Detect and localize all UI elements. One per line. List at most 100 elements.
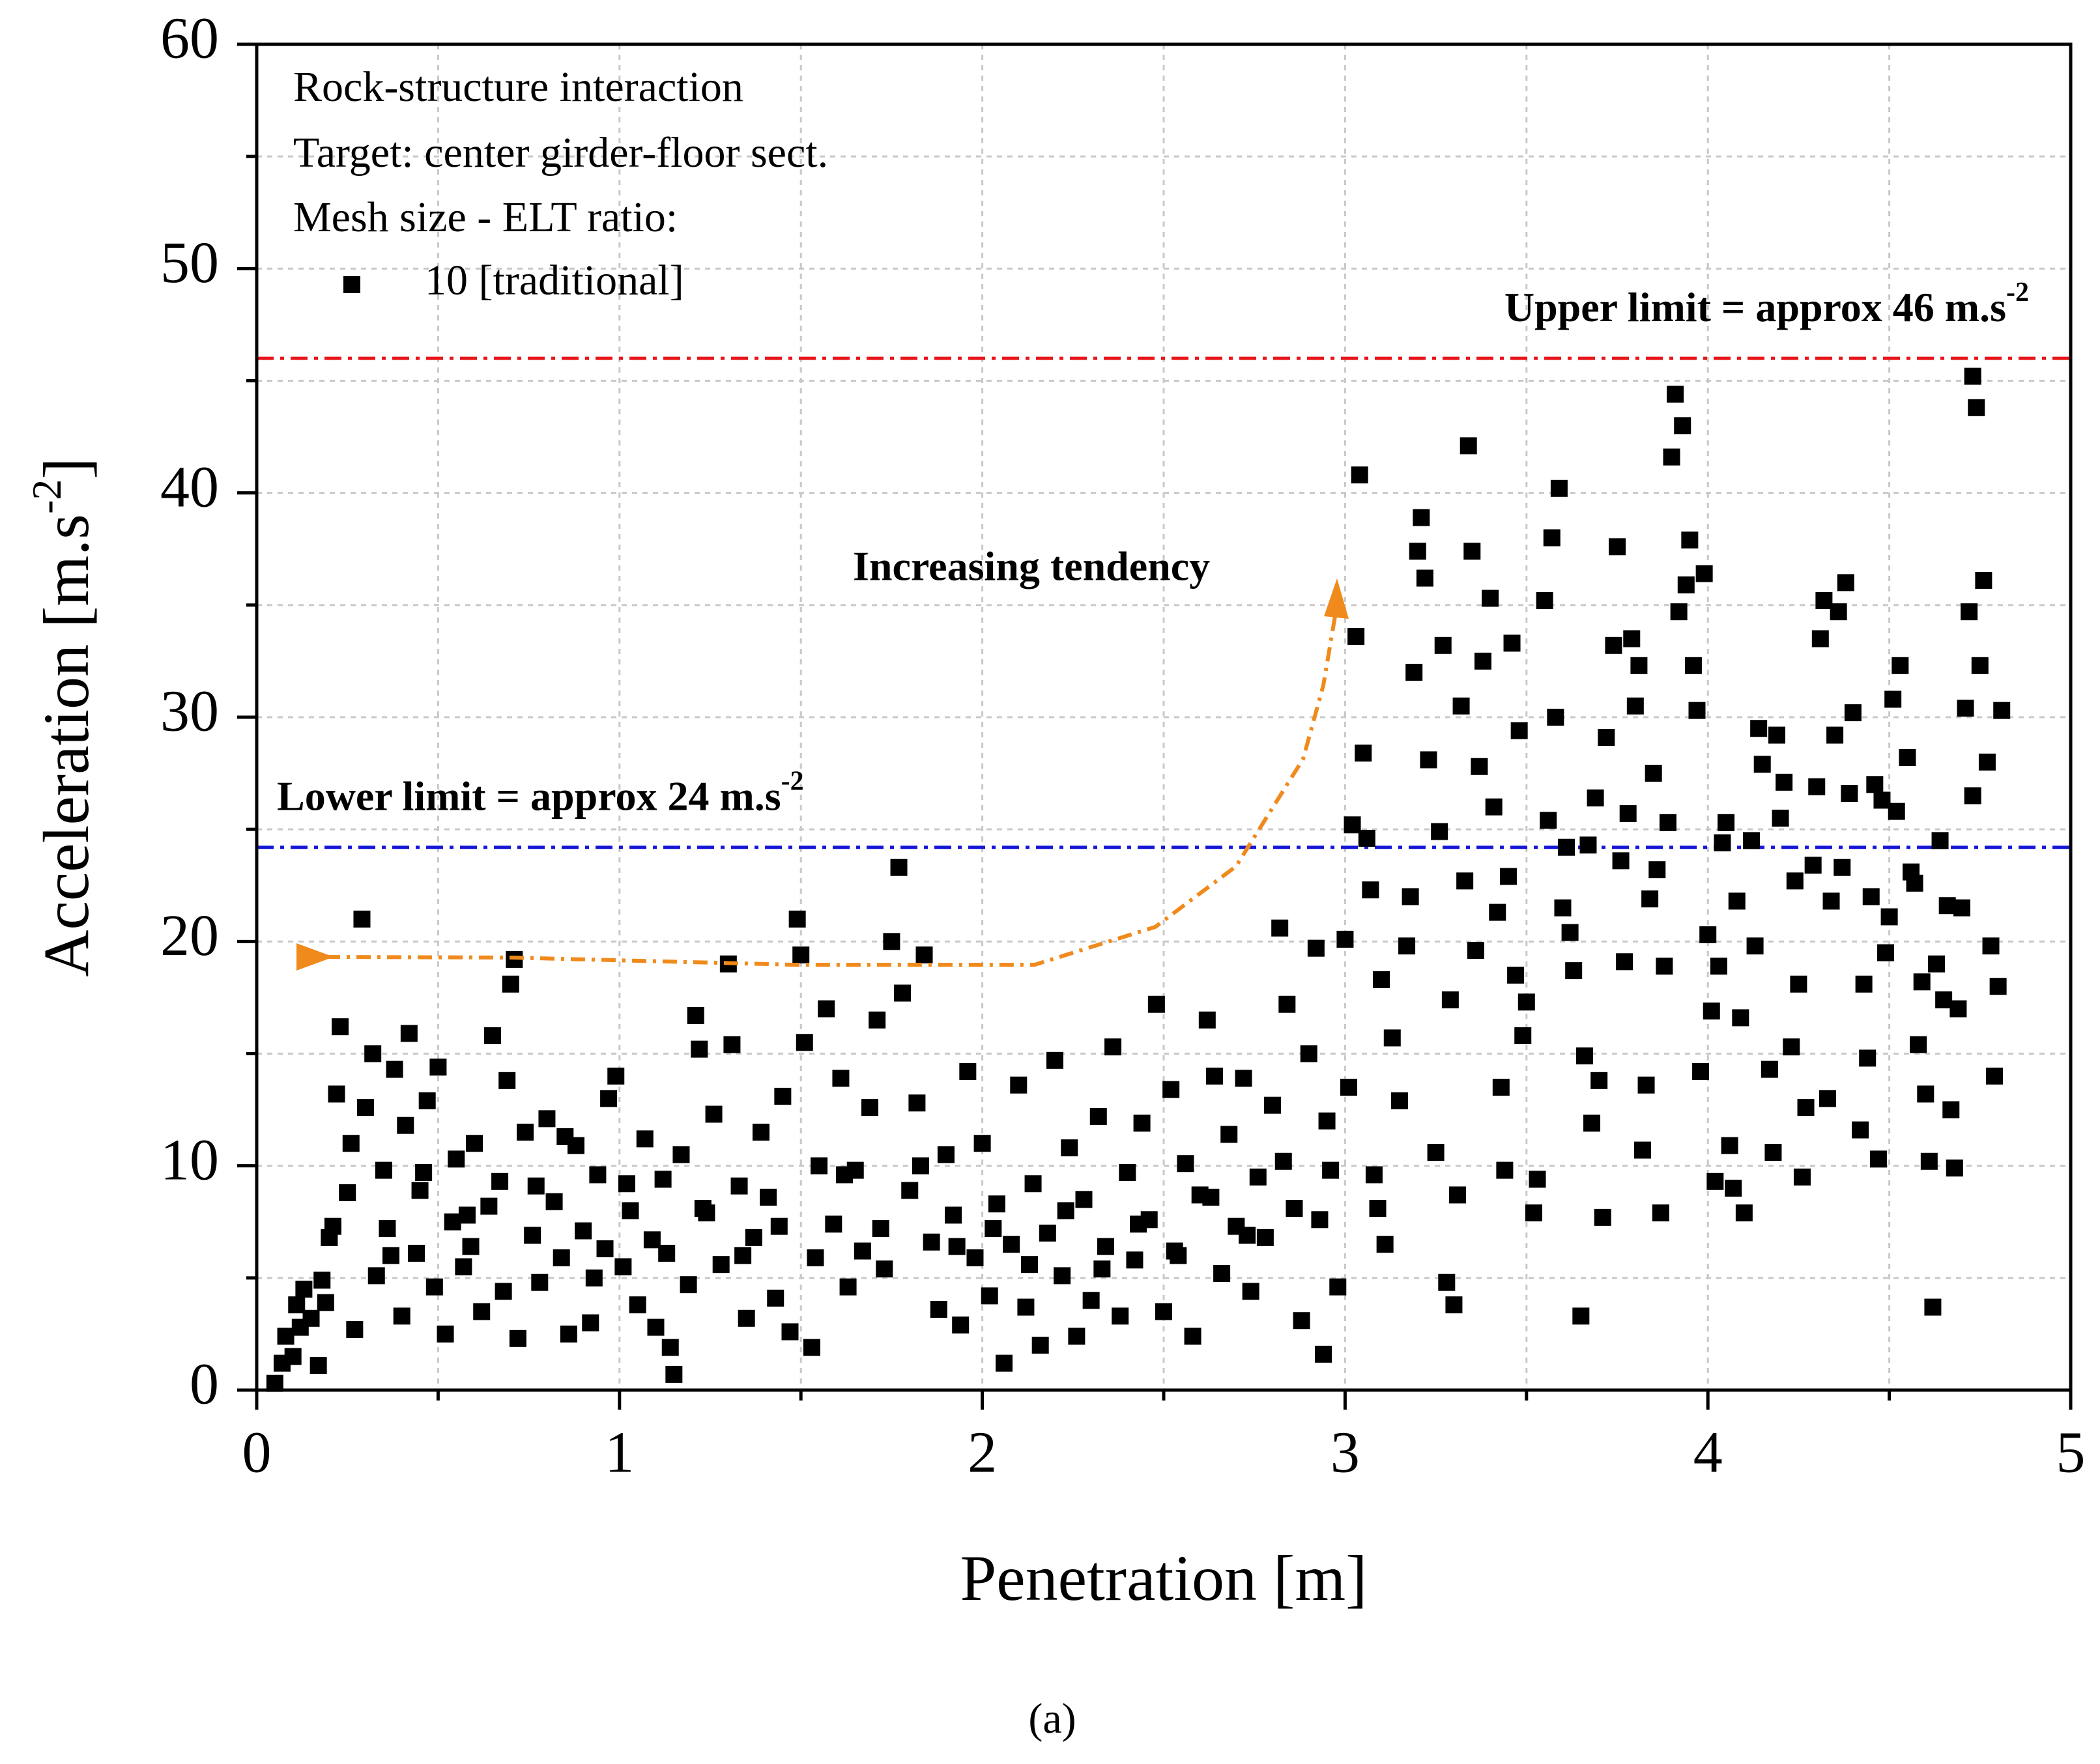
point <box>1336 930 1354 948</box>
point <box>1826 726 1844 744</box>
point <box>1986 1067 2004 1085</box>
point <box>1561 924 1579 941</box>
point <box>393 1307 410 1325</box>
point <box>1162 1081 1180 1098</box>
point <box>531 1273 549 1291</box>
point <box>1946 1159 1963 1177</box>
point <box>1365 1166 1383 1184</box>
point <box>825 1216 842 1233</box>
point <box>1750 720 1768 737</box>
point <box>1536 591 1553 609</box>
point <box>1764 1144 1782 1161</box>
point <box>1837 574 1854 591</box>
point <box>1793 1168 1811 1186</box>
point <box>1975 571 1992 589</box>
point <box>491 1173 509 1190</box>
point <box>553 1249 570 1266</box>
point <box>1514 1027 1532 1044</box>
point <box>745 1229 762 1246</box>
x-tick-label: 5 <box>2056 1421 2086 1485</box>
point <box>1804 857 1822 874</box>
point <box>1877 944 1895 961</box>
point <box>1046 1051 1063 1069</box>
point <box>437 1325 454 1343</box>
point <box>1641 890 1659 907</box>
point <box>1652 1204 1669 1221</box>
point <box>1235 1070 1252 1087</box>
point <box>1405 664 1423 681</box>
point <box>1239 1227 1256 1244</box>
point <box>458 1206 476 1224</box>
trend-arrow <box>296 578 1349 971</box>
point <box>1743 832 1761 849</box>
point <box>1811 630 1829 647</box>
point <box>622 1202 639 1219</box>
point <box>1626 697 1644 715</box>
point <box>1558 838 1575 856</box>
point <box>1420 751 1437 769</box>
point <box>1485 798 1503 816</box>
point <box>1609 538 1626 556</box>
point <box>1434 636 1452 654</box>
point <box>277 1328 295 1345</box>
point <box>1166 1242 1183 1260</box>
point <box>1841 785 1858 803</box>
y-tick-label: 0 <box>190 1352 219 1417</box>
point <box>509 1330 526 1347</box>
x-tick-label: 1 <box>605 1421 634 1485</box>
point <box>1554 899 1572 917</box>
y-tick-label: 30 <box>160 679 219 744</box>
trend-arrow-line <box>325 612 1338 967</box>
point <box>328 1085 345 1103</box>
point <box>618 1175 635 1193</box>
point <box>353 910 371 928</box>
point <box>1184 1328 1201 1345</box>
point <box>429 1059 447 1076</box>
point <box>752 1124 770 1141</box>
point <box>1859 1049 1877 1067</box>
point <box>382 1247 400 1264</box>
point <box>1314 1345 1332 1363</box>
limit-label: Upper limit = approx 46 m.s-2 <box>1504 277 2029 330</box>
point <box>1307 939 1325 957</box>
point <box>1989 978 2007 995</box>
point <box>462 1238 480 1255</box>
point <box>418 1092 436 1109</box>
point <box>1844 704 1862 722</box>
point <box>466 1135 483 1152</box>
point <box>1249 1168 1267 1186</box>
point <box>1869 1150 1887 1168</box>
point <box>861 1099 878 1117</box>
point <box>1616 953 1633 971</box>
point <box>1456 872 1474 890</box>
point <box>767 1289 784 1307</box>
point <box>357 1099 375 1117</box>
point <box>705 1105 723 1123</box>
point <box>1648 861 1666 879</box>
point <box>1452 697 1470 715</box>
point <box>1659 814 1676 831</box>
x-axis-label: Penetration [m] <box>960 1542 1368 1614</box>
point <box>1220 1126 1238 1143</box>
point <box>1913 973 1931 991</box>
point <box>1198 1011 1216 1029</box>
point <box>575 1222 592 1240</box>
point <box>1482 590 1499 607</box>
point <box>1917 1085 1935 1103</box>
point <box>1703 1003 1720 1020</box>
point <box>1706 1173 1724 1190</box>
point <box>712 1256 730 1273</box>
point <box>1024 1175 1042 1193</box>
point <box>517 1124 534 1141</box>
point <box>643 1231 661 1249</box>
point <box>894 984 912 1002</box>
point <box>1460 437 1477 455</box>
point <box>302 1309 320 1327</box>
point <box>1311 1211 1329 1229</box>
point <box>1492 1079 1510 1096</box>
point <box>1772 809 1789 827</box>
point <box>386 1060 403 1078</box>
point <box>495 1283 512 1300</box>
point <box>1815 591 1833 609</box>
point <box>1329 1278 1347 1296</box>
